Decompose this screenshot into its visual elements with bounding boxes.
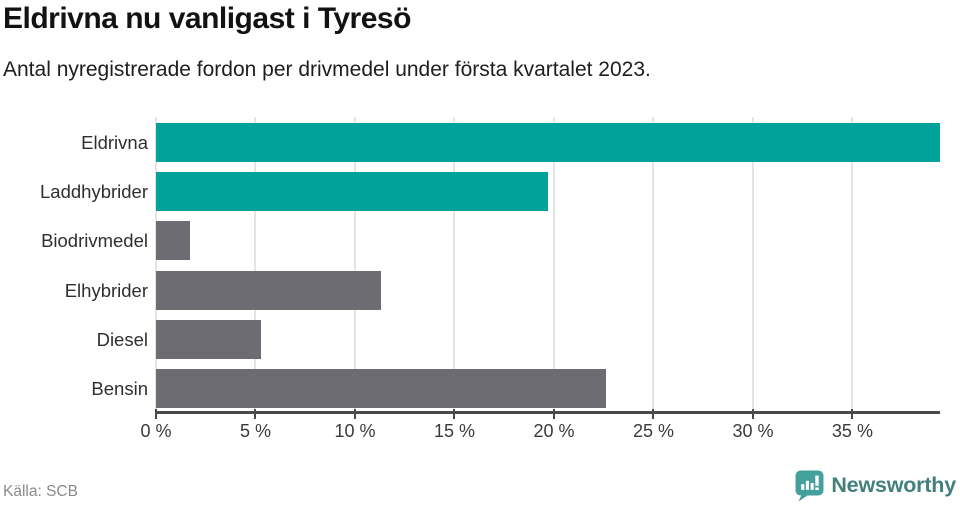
x-axis-tick <box>155 409 157 419</box>
category-label: Diesel <box>96 328 148 350</box>
category-label: Bensin <box>91 378 148 399</box>
gridline <box>652 117 655 412</box>
plot-area: 0 % 5 % 10 % 15 % 20 % 25 % 30 % 35 % <box>140 117 940 441</box>
x-axis-tick <box>353 409 356 419</box>
gridline <box>851 117 854 412</box>
category-label: Laddhybrider <box>40 181 148 203</box>
x-axis-tick-label: 10 % <box>334 421 376 441</box>
category-axis: Eldrivna Laddhybrider Biodrivmedel Elhybrid… <box>0 117 148 412</box>
gridline <box>453 117 456 412</box>
source-note: Källa: SCB <box>3 483 78 500</box>
gridline <box>254 117 257 412</box>
bar-eldrivna <box>156 123 940 162</box>
x-axis-tick <box>751 409 754 419</box>
newsworthy-logo-icon <box>795 470 824 501</box>
x-axis-tick <box>453 409 456 419</box>
bar-laddhybrider <box>156 172 548 212</box>
gridline <box>353 117 356 412</box>
gridline <box>751 117 754 412</box>
gridline <box>552 117 555 412</box>
chart-subtitle: Antal nyregistrerade fordon per drivmede… <box>3 58 651 81</box>
category-label: Elhybrider <box>64 279 148 301</box>
x-axis-tick <box>652 409 655 419</box>
x-axis-tick-label: 30 % <box>732 421 774 441</box>
bar-bensin <box>156 369 606 408</box>
x-axis-tick-label: 0 % <box>140 421 172 441</box>
gridline <box>155 117 157 412</box>
x-axis-tick-label: 15 % <box>433 421 475 441</box>
logo-exclamation-bar <box>815 475 820 486</box>
x-axis-tick <box>851 409 854 419</box>
logo-bar-1 <box>801 483 805 490</box>
x-axis-tick-label: 25 % <box>632 421 674 441</box>
bar-elhybrider <box>156 270 381 310</box>
category-label: Eldrivna <box>81 132 148 153</box>
x-axis-tick-label: 5 % <box>239 421 271 441</box>
chart-title: Eldrivna nu vanligast i Tyresö <box>3 2 411 35</box>
x-axis-tick-label: 20 % <box>533 421 575 441</box>
logo-bubble-shape <box>795 470 824 501</box>
brand-lockup: Newsworthy <box>795 469 956 502</box>
bar-biodrivmedel <box>156 221 190 261</box>
x-axis-tick <box>552 409 555 419</box>
x-axis-line <box>156 411 940 414</box>
logo-bar-3 <box>810 482 815 490</box>
x-axis-tick-label: 35 % <box>831 421 873 441</box>
bar-diesel <box>156 319 262 359</box>
brand-name: Newsworthy <box>831 473 956 497</box>
x-axis-tick <box>254 409 257 419</box>
logo-bar-2 <box>806 480 810 490</box>
category-label: Biodrivmedel <box>41 230 148 252</box>
logo-exclamation-dot <box>815 486 820 490</box>
